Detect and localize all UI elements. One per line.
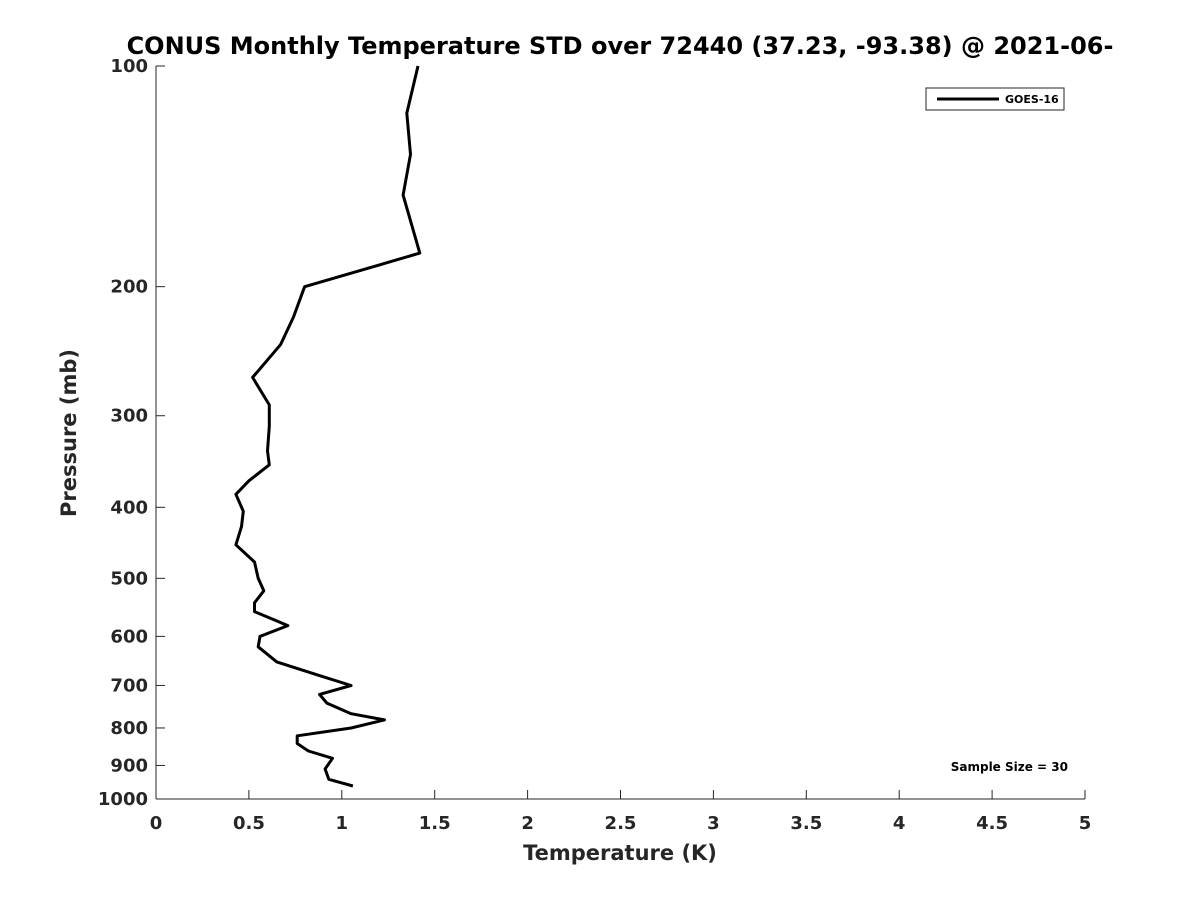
y-tick-label: 600 [110,626,148,647]
y-tick-label: 700 [110,675,148,696]
x-tick-label: 3.5 [790,813,822,834]
y-tick-label: 300 [110,406,148,427]
x-tick-label: 1 [336,813,349,834]
y-tick-label: 1000 [98,789,148,810]
series-line-goes-16 [234,65,422,788]
x-axis-label: Temperature (K) [523,841,717,865]
x-tick-label: 3 [707,813,720,834]
y-tick-label: 500 [110,568,148,589]
axes: 0 0.5 1 1.5 2 2.5 3 3.5 4 4.5 5 100 200 300 400 500 600 7… [98,56,1091,834]
y-tick-label: 400 [110,497,148,518]
x-tick-label: 0.5 [233,813,265,834]
y-tick-label: 800 [110,718,148,739]
y-tick-label: 100 [110,56,148,77]
x-tick-label: 4.5 [976,813,1008,834]
legend: GOES-16 [925,87,1065,111]
x-tick-label: 2 [521,813,534,834]
x-tick-label: 0 [150,813,163,834]
x-tick-label: 5 [1079,813,1092,834]
chart-title: CONUS Monthly Temperature STD over 72440… [127,32,1114,60]
x-tick-label: 1.5 [419,813,451,834]
sample-size-annotation: Sample Size = 30 [951,760,1068,774]
x-tick-label: 4 [893,813,906,834]
legend-label: GOES-16 [1005,93,1059,106]
plot-area [234,65,422,788]
y-axis-label: Pressure (mb) [57,349,81,517]
y-tick-label: 900 [110,755,148,776]
x-tick-label: 2.5 [605,813,637,834]
y-tick-label: 200 [110,277,148,298]
